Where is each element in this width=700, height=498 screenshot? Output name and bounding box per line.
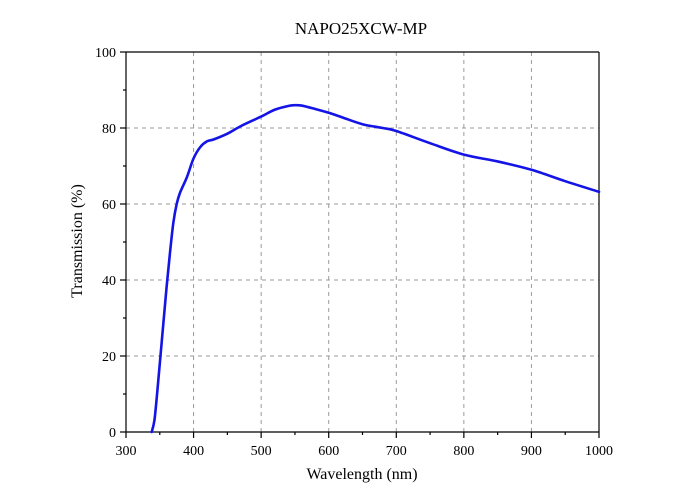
y-tick-label: 80: [102, 122, 116, 137]
x-axis-ticks: 300 400 500 600 700 800 900 1000: [116, 432, 613, 459]
x-tick-label: 300: [116, 444, 137, 459]
x-tick-label: 700: [386, 444, 407, 459]
x-tick-label: 500: [251, 444, 272, 459]
y-tick-label: 0: [109, 426, 116, 441]
grid: [126, 52, 599, 432]
x-tick-label: 400: [183, 444, 204, 459]
y-tick-label: 100: [95, 46, 116, 61]
x-tick-label: 800: [453, 444, 474, 459]
x-axis-label: Wavelength (nm): [306, 466, 417, 483]
axes: [125, 51, 600, 433]
transmission-series-line: [150, 103, 601, 434]
x-tick-label: 600: [318, 444, 339, 459]
x-tick-label: 900: [521, 444, 542, 459]
y-axis-ticks: 0 20 40 60 80 100: [95, 46, 126, 441]
y-axis-label: Transmission (%): [69, 184, 86, 298]
series-group: [150, 103, 601, 434]
y-tick-label: 60: [102, 198, 116, 213]
chart-title: NAPO25XCW-MP: [295, 19, 427, 38]
x-tick-label: 1000: [585, 444, 613, 459]
y-tick-label: 20: [102, 350, 116, 365]
y-tick-label: 40: [102, 274, 116, 289]
